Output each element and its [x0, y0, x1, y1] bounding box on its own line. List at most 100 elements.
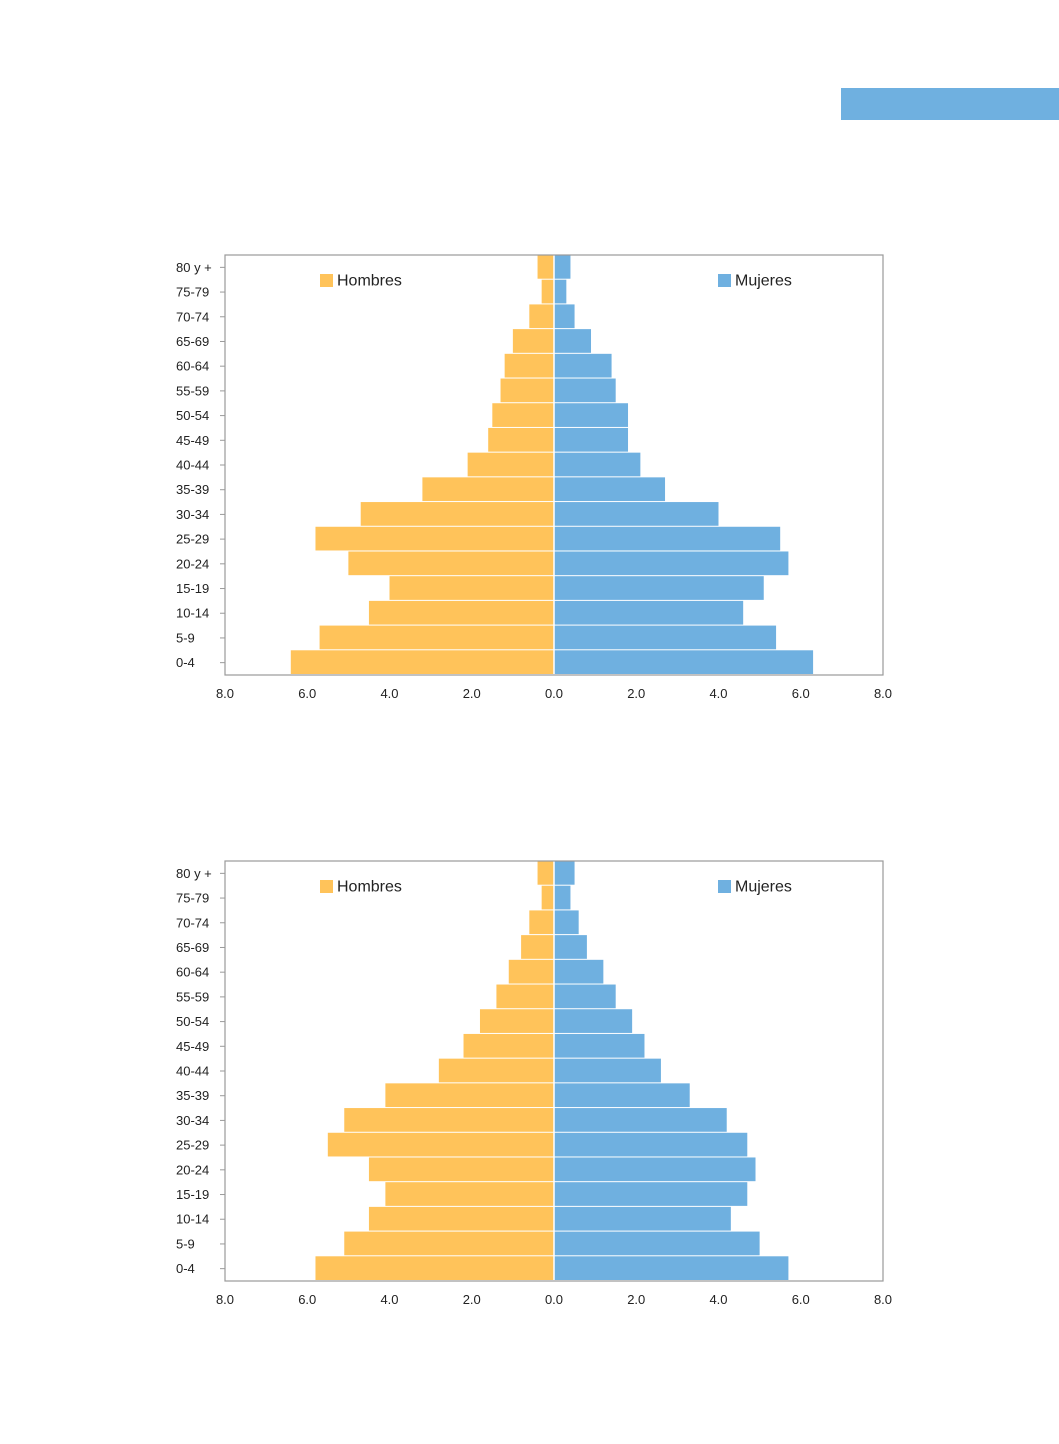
bar-hombres-15-19: [389, 576, 554, 600]
pyramid-svg: 80 y + 75-79 70-74 65-69 60-64 55-59 50-54 45-4…: [176, 860, 892, 1307]
bar-mujeres-30-34: [554, 1108, 727, 1132]
legend-swatch-mujeres: [718, 880, 731, 893]
bar-hombres-80y+: [537, 255, 554, 279]
bar-hombres-60-64: [508, 959, 554, 984]
bar-mujeres-45-49: [554, 427, 629, 452]
legend-hombres: Hombres: [320, 879, 402, 896]
legend-hombres: Hombres: [320, 273, 402, 290]
bar-mujeres-20-24: [554, 1157, 756, 1182]
bar-mujeres-60-64: [554, 353, 612, 378]
bar-mujeres-15-19: [554, 1182, 748, 1206]
bar-hombres-15-19: [385, 1182, 554, 1206]
y-tick-label: 10-14: [176, 1212, 209, 1227]
bar-hombres-35-39: [385, 1083, 554, 1108]
bar-hombres-50-54: [492, 403, 554, 427]
y-tick-label: 55-59: [176, 383, 209, 398]
bar-mujeres-45-49: [554, 1033, 645, 1058]
bar-hombres-25-29: [327, 1132, 554, 1157]
x-tick-label: 8.0: [874, 686, 892, 701]
x-tick-label: 2.0: [627, 686, 645, 701]
bar-mujeres-75-79: [554, 279, 567, 304]
legend-mujeres: Mujeres: [718, 879, 792, 896]
y-tick-label: 50-54: [176, 408, 209, 423]
y-tick-label: 60-64: [176, 359, 209, 374]
bar-mujeres-0-4: [554, 650, 814, 674]
y-tick-label: 80 y +: [176, 866, 212, 881]
y-tick-label: 35-39: [176, 1088, 209, 1103]
x-tick-label: 6.0: [298, 686, 316, 701]
bar-hombres-30-34: [360, 502, 554, 526]
bar-hombres-35-39: [422, 477, 554, 502]
y-tick-label: 0-4: [176, 1261, 195, 1276]
y-tick-label: 70-74: [176, 915, 209, 930]
y-tick-label: 45-49: [176, 1039, 209, 1054]
bar-mujeres-70-74: [554, 910, 579, 935]
y-tick-label: 35-39: [176, 482, 209, 497]
y-tick-label: 5-9: [176, 1236, 195, 1251]
x-tick-label: 0.0: [545, 686, 563, 701]
x-tick-label: 4.0: [709, 1292, 727, 1307]
x-tick-label: 0.0: [545, 1292, 563, 1307]
bar-mujeres-40-44: [554, 1058, 661, 1083]
y-tick-label: 25-29: [176, 532, 209, 547]
header-accent-bar: [841, 88, 1059, 120]
bar-mujeres-65-69: [554, 329, 592, 353]
bar-hombres-40-44: [467, 452, 554, 477]
legend-label-hombres: Hombres: [337, 273, 402, 290]
legend-swatch-hombres: [320, 274, 333, 287]
bar-hombres-80y+: [537, 861, 554, 885]
population-pyramid-1: 80 y + 75-79 70-74 65-69 60-64 55-59 50-54 45-4…: [160, 245, 900, 725]
y-tick-label: 45-49: [176, 433, 209, 448]
legend-label-mujeres: Mujeres: [735, 879, 792, 896]
y-tick-label: 15-19: [176, 1187, 209, 1202]
bar-hombres-65-69: [512, 329, 554, 353]
bar-hombres-10-14: [368, 1206, 554, 1231]
y-tick-label: 20-24: [176, 556, 209, 571]
plot-frame: [224, 254, 884, 676]
bar-mujeres-5-9: [554, 1231, 760, 1256]
pyramid-svg: 80 y + 75-79 70-74 65-69 60-64 55-59 50-54 45-4…: [176, 254, 892, 701]
x-tick-label: 2.0: [627, 1292, 645, 1307]
y-tick-label: 40-44: [176, 1064, 209, 1079]
y-tick-label: 40-44: [176, 458, 209, 473]
y-tick-label: 30-34: [176, 507, 209, 522]
bar-mujeres-55-59: [554, 984, 616, 1009]
y-tick-label: 55-59: [176, 989, 209, 1004]
bar-mujeres-20-24: [554, 551, 789, 576]
bar-mujeres-55-59: [554, 378, 616, 403]
bar-mujeres-80y+: [554, 255, 571, 279]
bar-mujeres-25-29: [554, 526, 781, 551]
y-tick-label: 65-69: [176, 940, 209, 955]
bar-hombres-5-9: [319, 625, 554, 650]
legend-label-mujeres: Mujeres: [735, 273, 792, 290]
bar-hombres-25-29: [315, 526, 554, 551]
legend-swatch-hombres: [320, 880, 333, 893]
bar-mujeres-80y+: [554, 861, 575, 885]
x-tick-label: 4.0: [380, 1292, 398, 1307]
bar-hombres-40-44: [438, 1058, 554, 1083]
legend-label-hombres: Hombres: [337, 879, 402, 896]
bar-mujeres-75-79: [554, 885, 571, 910]
y-tick-label: 10-14: [176, 606, 209, 621]
bar-mujeres-65-69: [554, 935, 587, 959]
bar-hombres-30-34: [344, 1108, 554, 1132]
bar-hombres-70-74: [529, 304, 554, 329]
x-tick-label: 8.0: [216, 1292, 234, 1307]
bar-hombres-70-74: [529, 910, 554, 935]
y-tick-label: 5-9: [176, 630, 195, 645]
x-tick-label: 6.0: [792, 1292, 810, 1307]
bar-hombres-65-69: [521, 935, 554, 959]
bar-mujeres-10-14: [554, 600, 744, 625]
bar-mujeres-15-19: [554, 576, 764, 600]
bar-hombres-10-14: [368, 600, 554, 625]
bar-mujeres-35-39: [554, 1083, 690, 1108]
plot-frame: [224, 860, 884, 1282]
bar-mujeres-70-74: [554, 304, 575, 329]
bar-mujeres-35-39: [554, 477, 666, 502]
bar-mujeres-50-54: [554, 1009, 633, 1033]
x-tick-label: 2.0: [463, 686, 481, 701]
x-tick-label: 4.0: [380, 686, 398, 701]
bar-mujeres-0-4: [554, 1256, 789, 1280]
x-tick-label: 2.0: [463, 1292, 481, 1307]
bar-hombres-45-49: [463, 1033, 554, 1058]
